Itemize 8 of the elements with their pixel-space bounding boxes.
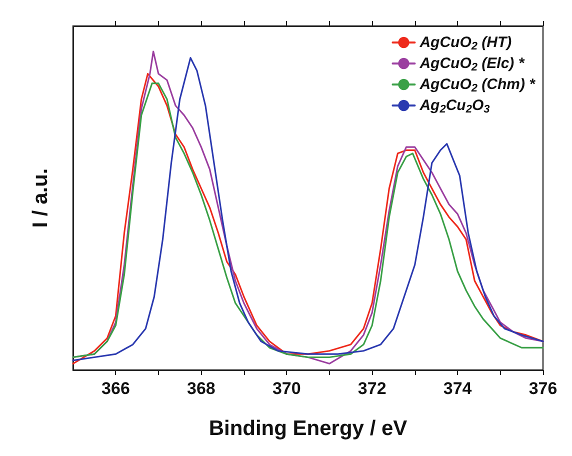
x-tick-label: 374: [443, 379, 472, 398]
x-tick-label: 368: [186, 379, 216, 398]
x-tick-label: 376: [528, 379, 558, 398]
x-tick-label: 366: [102, 379, 130, 398]
x-tick-label: 372: [358, 379, 386, 398]
x-axis-title: Binding Energy / eV: [208, 417, 408, 440]
x-tick-label: 370: [272, 379, 301, 398]
y-axis-title: I / a.u.: [29, 168, 52, 228]
